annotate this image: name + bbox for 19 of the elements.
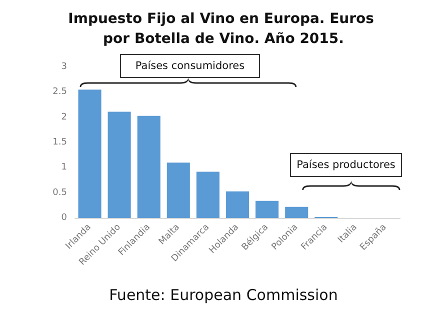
y-tick-label: 1.5 [52, 138, 67, 148]
y-tick-label: 3 [61, 62, 67, 72]
y-tick-label: 1 [61, 162, 67, 173]
y-tick-label: 2.5 [52, 87, 67, 98]
bar [256, 200, 279, 218]
bar [166, 162, 190, 218]
annotation: Países productores [290, 153, 402, 177]
y-tick-label: 2 [61, 112, 67, 122]
bar [78, 90, 102, 218]
annotation: Países consumidores [120, 54, 260, 78]
bar [137, 116, 160, 218]
y-tick-label: 0 [61, 213, 68, 223]
bar [108, 112, 131, 218]
bar [226, 191, 250, 218]
chart-title: Impuesto Fijo al Vino en Europa. Euros por Botella de Vino. Año 2015. [68, 11, 379, 47]
y-tick-label: 0.5 [52, 188, 67, 198]
bar [285, 206, 308, 218]
source-note: Fuente: European Commission [108, 286, 339, 304]
bar [196, 172, 220, 218]
